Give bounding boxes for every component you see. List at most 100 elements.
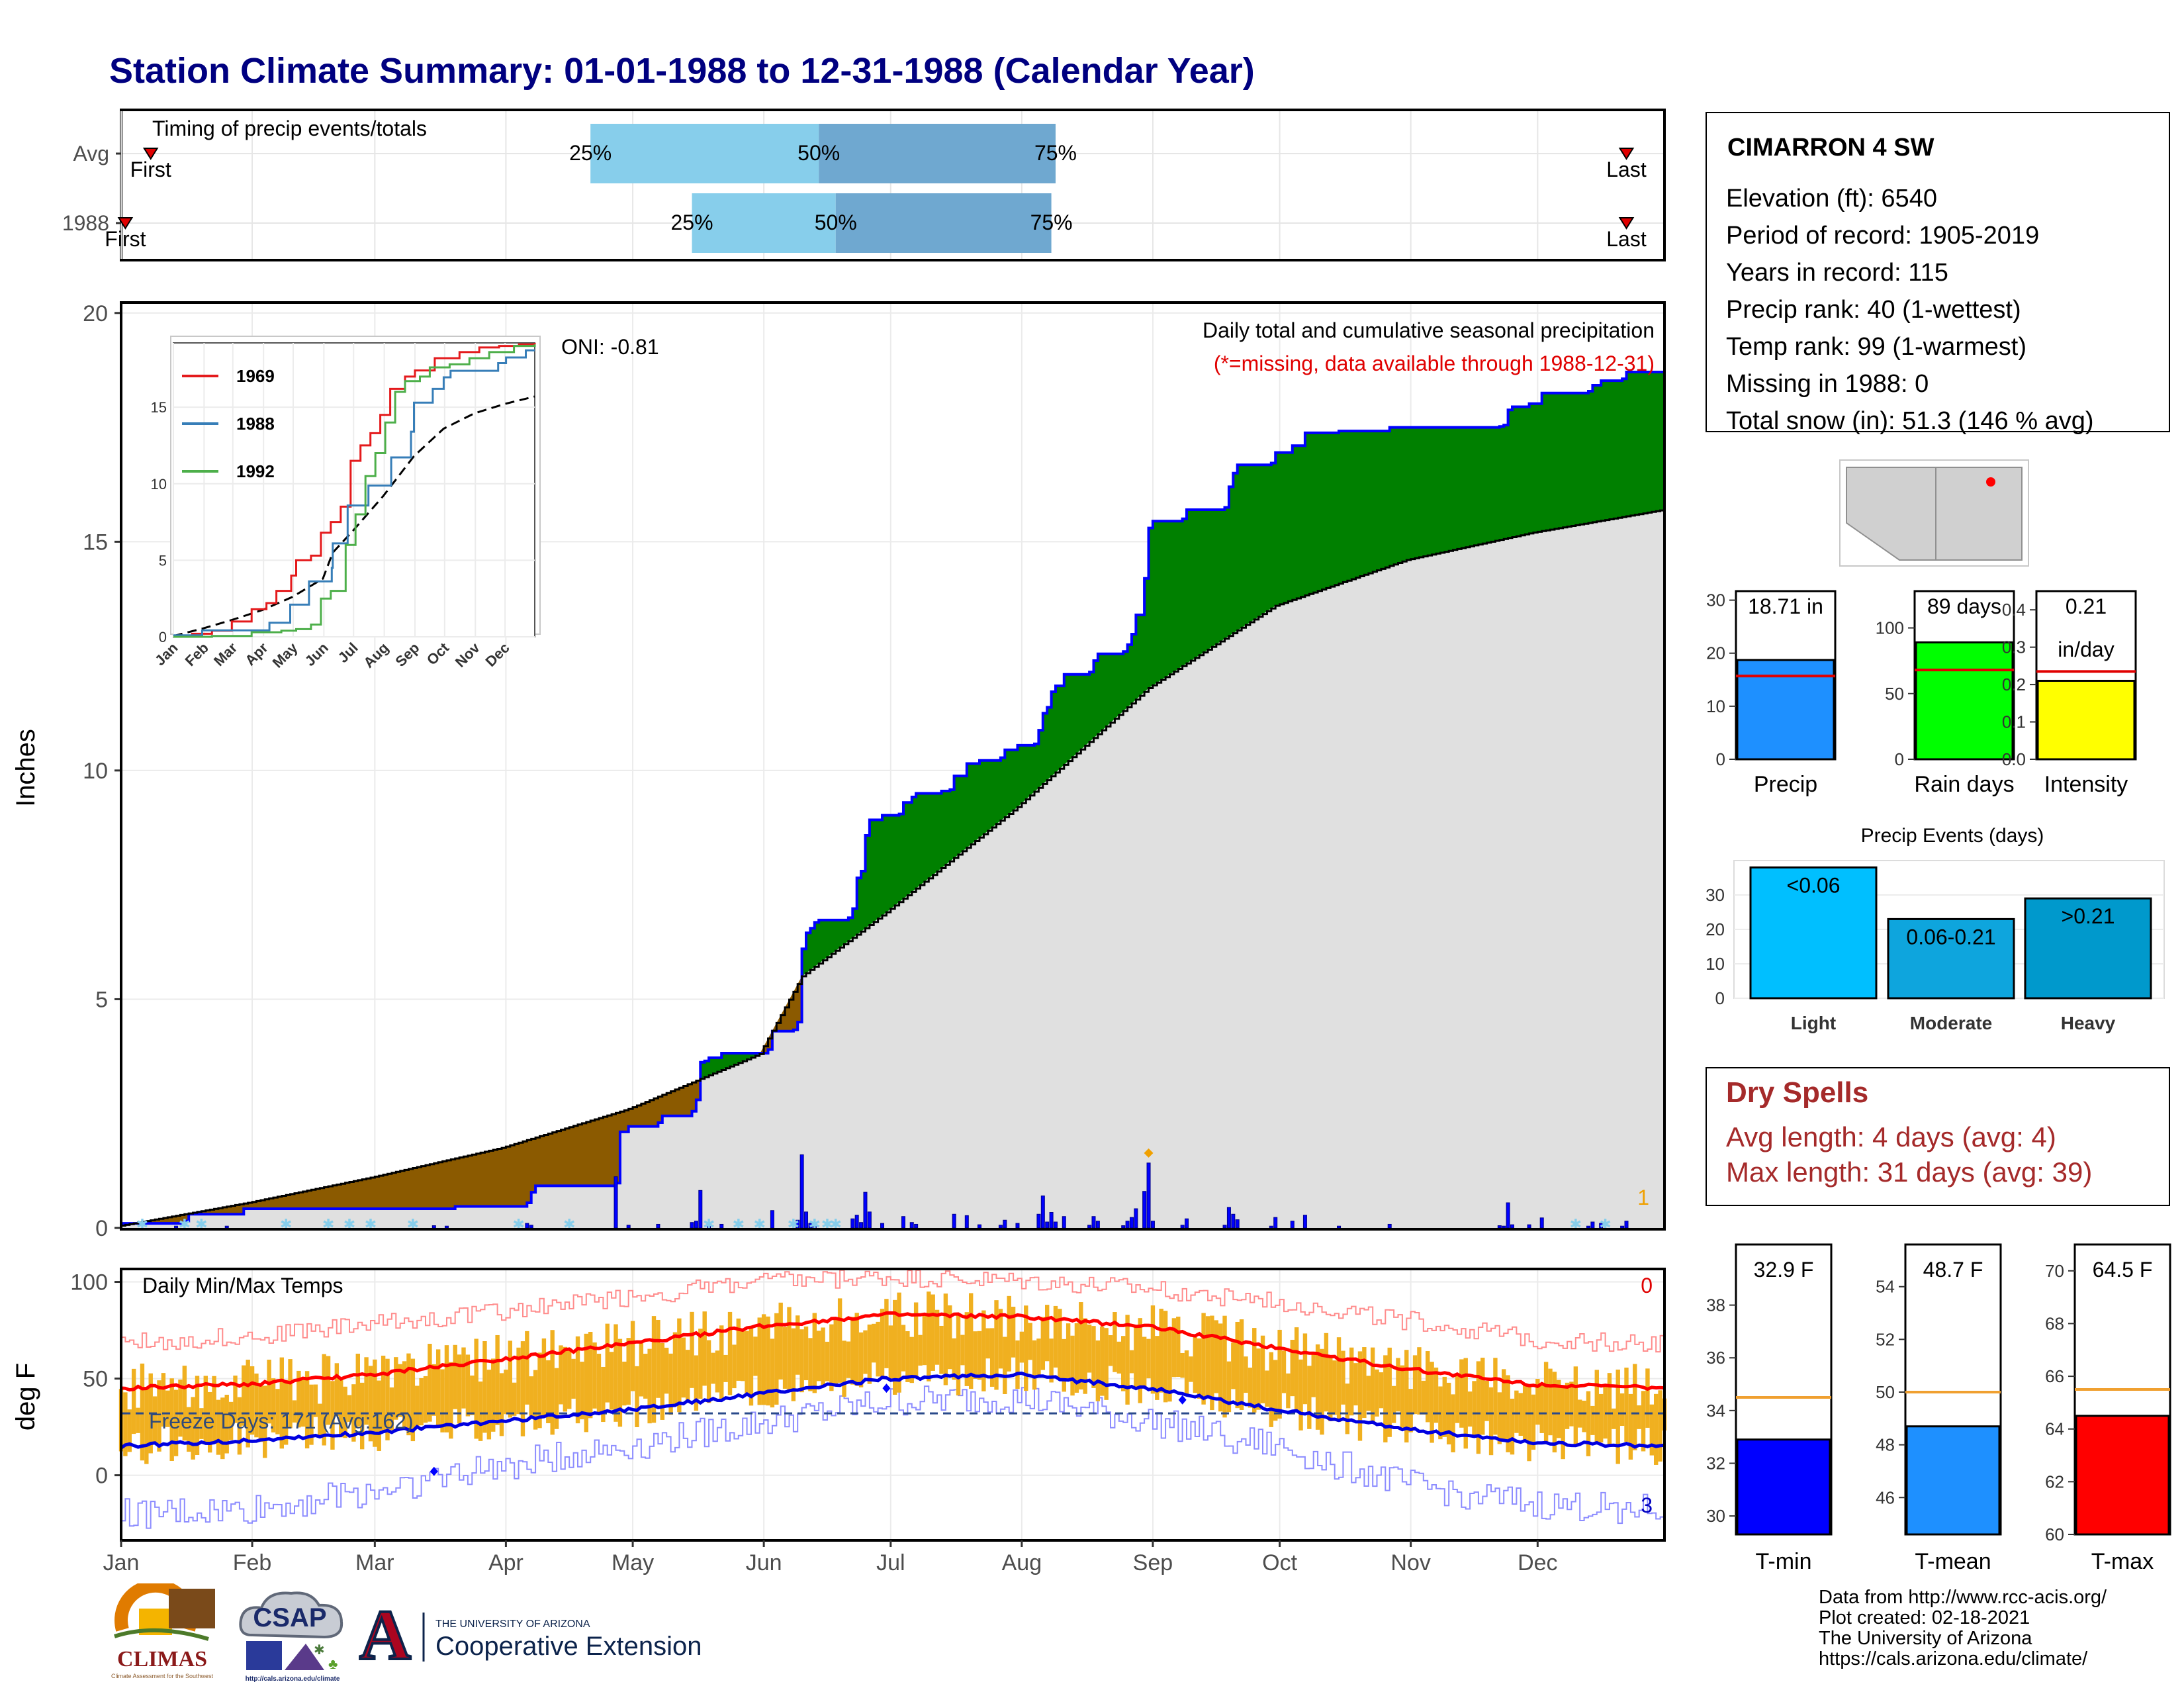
daily-temp-bar	[410, 1358, 416, 1442]
credit-line: Data from http://www.rcc-acis.org/	[1819, 1587, 2107, 1608]
daily-precip-bar	[1510, 1224, 1514, 1229]
daily-precip-bar	[1226, 1207, 1231, 1229]
daily-temp-bar	[799, 1329, 804, 1393]
month-tick-label: Aug	[1002, 1550, 1042, 1575]
daily-temp-bar	[1121, 1336, 1126, 1391]
daily-precip-bar	[1290, 1221, 1295, 1229]
daily-temp-bar	[309, 1384, 314, 1445]
daily-temp-bar	[1040, 1317, 1046, 1370]
daily-temp-bar	[1582, 1400, 1586, 1432]
daily-temp-bar	[127, 1409, 132, 1452]
daily-temp-bar	[892, 1299, 897, 1395]
summary-category-label: Precip	[1754, 772, 1817, 797]
coop-extension-name: Cooperative Extension	[435, 1632, 702, 1661]
daily-temp-bar	[1362, 1347, 1367, 1419]
temp-y-tick-label: 50	[83, 1367, 108, 1392]
temp-summary-value-label: 48.7 F	[1923, 1258, 1983, 1282]
logo-cooperative-extension: A THE UNIVERSITY OF ARIZONA Cooperative …	[357, 1595, 748, 1676]
daily-temp-bar	[732, 1344, 737, 1389]
daily-precip-bar	[1185, 1218, 1189, 1229]
daily-temp-bar	[322, 1354, 326, 1446]
daily-temp-bar	[630, 1321, 635, 1391]
daily-temp-bar	[1522, 1383, 1527, 1440]
daily-temp-bar	[592, 1342, 597, 1409]
daily-temp-bar	[1488, 1387, 1494, 1456]
event-bar-Moderate	[1887, 917, 2015, 1000]
timing-title: Timing of precip events/totals	[152, 117, 427, 140]
daily-temp-bar	[1167, 1330, 1172, 1402]
daily-temp-bar	[1619, 1393, 1625, 1427]
daily-temp-bar	[740, 1329, 745, 1382]
temp-summary-y-tick-label: 64	[2045, 1419, 2064, 1439]
daily-precip-bar	[1502, 1225, 1506, 1229]
daily-precip-bar	[998, 1225, 1003, 1229]
daily-temp-bar	[1370, 1347, 1375, 1423]
temp-count-top: 0	[1641, 1274, 1653, 1297]
daily-temp-bar	[563, 1346, 568, 1412]
daily-precip-bar	[1091, 1216, 1096, 1229]
precip-events-chart: 0 10 20 30 <0.06 Light 0.06-0.21 Moderate >0.21 H…	[1706, 860, 2165, 1033]
daily-temp-bar	[1628, 1393, 1633, 1460]
daily-temp-bar	[1463, 1358, 1468, 1449]
daily-temp-bar	[1281, 1350, 1287, 1393]
oni-value: ONI: -0.81	[561, 335, 659, 359]
daily-temp-bar	[288, 1359, 293, 1429]
daily-temp-bar	[1400, 1365, 1405, 1428]
daily-temp-bar	[1315, 1344, 1320, 1430]
daily-temp-bar	[516, 1347, 521, 1415]
daily-temp-bar	[1011, 1307, 1016, 1358]
precip-y-tick-label: 15	[83, 530, 108, 555]
inset-series-line-1992	[173, 344, 536, 638]
cumulative-1988-line	[120, 371, 1664, 1225]
daily-temp-bar	[1210, 1315, 1214, 1411]
daily-temp-bar	[1561, 1387, 1565, 1460]
inset-legend-label: 1969	[236, 366, 275, 386]
temp-y-tick-label: 100	[70, 1270, 108, 1295]
daily-precip-bar	[1125, 1221, 1130, 1229]
daily-temp-bar	[796, 1315, 800, 1375]
month-tick-label: Oct	[1262, 1550, 1297, 1575]
daily-temp-bar	[1565, 1382, 1570, 1429]
daily-temp-bar	[1066, 1323, 1071, 1379]
daily-temp-bar	[897, 1292, 901, 1393]
daily-temp-bar	[1510, 1398, 1515, 1455]
daily-temp-bar	[326, 1356, 331, 1425]
daily-temp-bar	[1607, 1373, 1612, 1445]
daily-temp-bar	[690, 1311, 694, 1388]
station-info-box	[1706, 112, 2170, 432]
first-label: First	[105, 227, 146, 251]
daily-precip-bar	[804, 1211, 809, 1229]
timing-p75-label: 75%	[1034, 141, 1077, 165]
daily-temp-bar	[1324, 1333, 1329, 1412]
events-title: Precip Events (days)	[1861, 825, 2044, 847]
timing-p50-label: 50%	[797, 141, 840, 165]
event-category-label: Light	[1791, 1013, 1836, 1033]
daily-temp-bar	[237, 1397, 242, 1455]
daily-precip-bar	[1620, 1225, 1625, 1229]
daily-temp-bar	[318, 1403, 322, 1436]
daily-temp-bar	[1045, 1305, 1050, 1362]
daily-temp-bar	[943, 1293, 948, 1385]
daily-temp-bar	[622, 1361, 627, 1406]
daily-temp-bar	[1341, 1350, 1345, 1405]
daily-precip-bar	[1506, 1202, 1510, 1229]
daily-temp-bar	[1328, 1356, 1333, 1422]
daily-temp-bar	[1433, 1367, 1439, 1423]
daily-precip-bar	[1302, 1215, 1307, 1229]
inset-y-tick-label: 15	[151, 399, 167, 416]
temp-summary-y-tick-label: 48	[1876, 1435, 1895, 1455]
daily-temp-bar	[1514, 1390, 1519, 1433]
timing-row-label: Avg	[73, 142, 109, 165]
dry-spells-box	[1706, 1067, 2170, 1206]
daily-temp-bar	[1231, 1342, 1236, 1389]
daily-temp-bar	[250, 1366, 255, 1435]
daily-temp-bar	[512, 1382, 517, 1416]
daily-precip-bar	[850, 1218, 855, 1229]
daily-temp-bar	[876, 1321, 880, 1377]
daily-temp-bar	[359, 1382, 365, 1450]
daily-temp-bar	[1256, 1348, 1261, 1410]
daily-temp-bar	[825, 1341, 830, 1382]
daily-temp-bar	[1332, 1360, 1337, 1415]
daily-temp-bar	[635, 1366, 639, 1427]
daily-temp-bar	[283, 1380, 289, 1445]
